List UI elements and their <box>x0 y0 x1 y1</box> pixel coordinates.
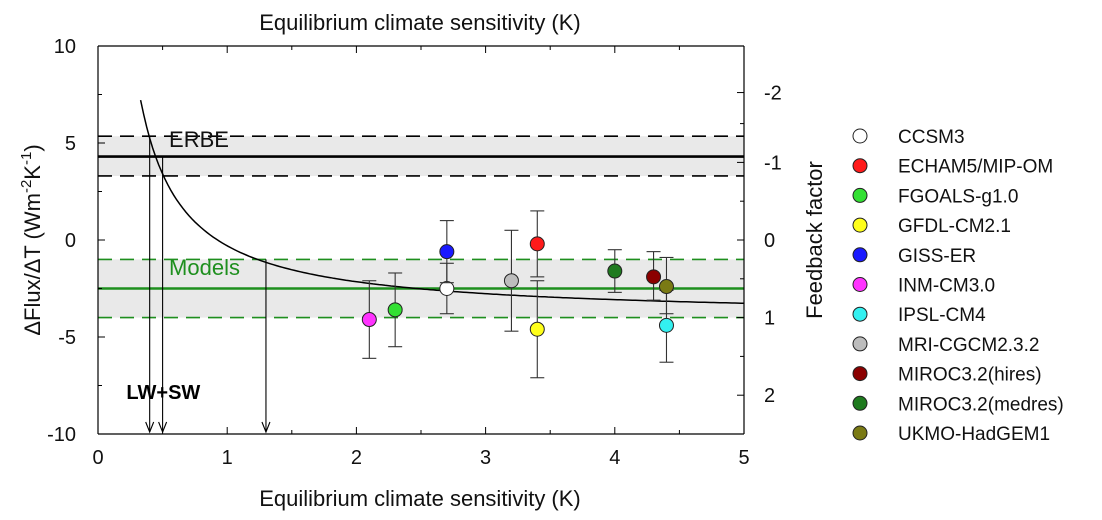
point-inm-cm3-0 <box>361 312 377 328</box>
legend-marker-giss-er <box>852 247 868 263</box>
y-tick-label-0: 0 <box>65 230 76 252</box>
legend-marker-echam5-mip-om <box>852 158 868 174</box>
point-gfdl-cm2-1 <box>529 321 545 337</box>
points-layer <box>361 210 674 379</box>
point-ipsl-cm4 <box>658 317 674 333</box>
legend-label-mri-cgcm2-3-2: MRI-CGCM2.3.2 <box>898 335 1039 356</box>
y2-tick-label: -1 <box>764 152 782 174</box>
y2-tick-label: -2 <box>764 83 782 105</box>
legend-label-miroc3-2-hires: MIROC3.2(hires) <box>898 365 1042 386</box>
legend-marker-inm-cm3-0 <box>852 277 868 292</box>
point-mri-cgcm2-3-2 <box>503 273 519 289</box>
point-miroc3-2-medres <box>607 263 623 279</box>
legend-label-gfdl-cm2-1: GFDL-CM2.1 <box>898 216 1011 237</box>
chart-title: Equilibrium climate sensitivity (K) <box>259 10 581 35</box>
erbe-band-label: ERBE <box>169 127 229 152</box>
legend-marker-gfdl-cm2-1 <box>852 217 868 233</box>
legend-label-fgoals-g1-0: FGOALS-g1.0 <box>898 186 1018 207</box>
legend-label-ipsl-cm4: IPSL-CM4 <box>898 305 986 326</box>
x-tick-label-5: 5 <box>738 447 749 469</box>
point-miroc3-2-hires <box>646 269 662 285</box>
legend-label-ccsm3: CCSM3 <box>898 127 965 148</box>
y-label-exp2: -1 <box>18 152 35 165</box>
legend-label-inm-cm3-0: INM-CM3.0 <box>898 276 995 297</box>
legend-label-giss-er: GISS-ER <box>898 246 976 267</box>
legend-marker-ukmo-hadgem1 <box>852 425 868 441</box>
point-ccsm3 <box>439 281 455 296</box>
legend-label-echam5-mip-om: ECHAM5/MIP-OM <box>898 157 1053 178</box>
y-axis-label: ΔFlux/ΔT (Wm-2K-1) <box>18 144 45 335</box>
x-axis-label: Equilibrium climate sensitivity (K) <box>259 486 581 511</box>
arrow-head-3 <box>261 421 271 434</box>
legend-label-miroc3-2-medres: MIROC3.2(medres) <box>898 394 1064 415</box>
arrow-head-1 <box>145 421 155 434</box>
y2-axis-label: Feedback factor <box>802 161 827 319</box>
y-tick-label-10: 10 <box>54 36 76 58</box>
point-giss-er <box>439 244 455 260</box>
legend-marker-ipsl-cm4 <box>852 306 868 322</box>
x-tick-label-0: 0 <box>92 447 103 469</box>
models-band-label: Models <box>169 255 240 280</box>
y2-tick-label: 2 <box>764 385 775 407</box>
y-label-exp1: -2 <box>18 180 35 193</box>
x-tick-label-4: 4 <box>609 447 620 469</box>
lw-sw-annotation: LW+SW <box>126 382 200 404</box>
y-tick-label--5: -5 <box>58 327 76 349</box>
legend-marker-mri-cgcm2-3-2 <box>852 336 868 352</box>
y-tick-label-5: 5 <box>65 133 76 155</box>
point-ukmo-hadgem1 <box>658 279 674 295</box>
point-echam5-mip-om <box>529 236 545 252</box>
labels-layer: Equilibrium climate sensitivity (K) Equi… <box>18 10 827 511</box>
arrows-layer <box>145 137 271 434</box>
y-label-mid: K <box>20 165 45 180</box>
bands-layer: ERBE Models <box>98 127 744 319</box>
legend-marker-miroc3-2-medres <box>852 395 868 411</box>
point-fgoals-g1-0 <box>387 302 403 318</box>
y2-tick-label: 1 <box>764 308 775 330</box>
legend-marker-ccsm3 <box>852 128 868 144</box>
y-label-main: ΔFlux/ΔT (Wm <box>20 193 45 336</box>
x-tick-label-3: 3 <box>480 447 491 469</box>
x-tick-label-1: 1 <box>222 447 233 469</box>
legend-marker-fgoals-g1-0 <box>852 187 868 203</box>
legend-label-ukmo-hadgem1: UKMO-HadGEM1 <box>898 424 1050 445</box>
y2-tick-label: 0 <box>764 230 775 252</box>
y-tick-label--10: -10 <box>47 424 76 446</box>
legend: CCSM3 ECHAM5/MIP-OM FGOALS-g1.0 GFDL-CM2.1 G… <box>852 127 1064 445</box>
legend-marker-miroc3-2-hires <box>852 366 868 382</box>
x-tick-label-2: 2 <box>351 447 362 469</box>
y-label-end: ) <box>20 144 45 151</box>
